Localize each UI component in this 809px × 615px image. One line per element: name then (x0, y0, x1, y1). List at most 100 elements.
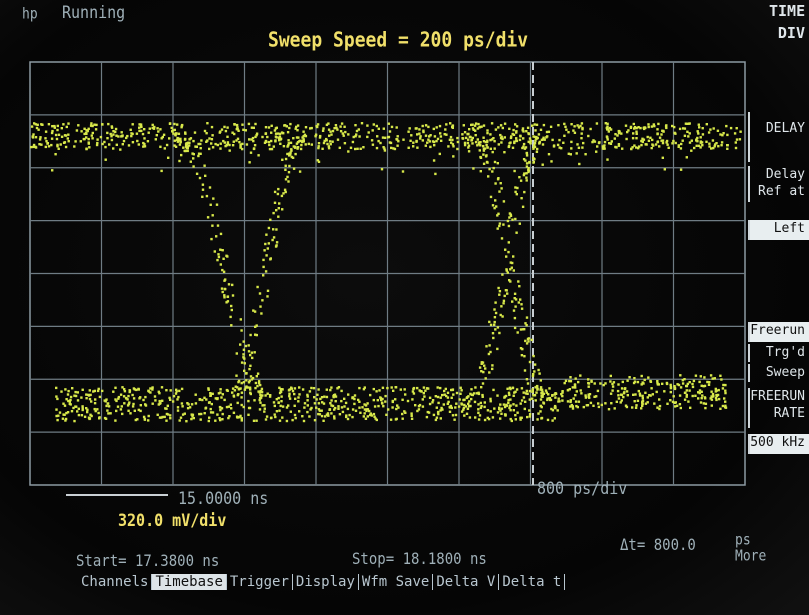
sample-dot (506, 292, 508, 294)
sample-dot (477, 412, 479, 414)
sample-dot (597, 390, 599, 392)
sample-dot (655, 143, 657, 145)
sample-dot (256, 286, 258, 288)
sample-dot (308, 143, 310, 145)
sample-dot (503, 403, 505, 405)
sample-dot (673, 395, 675, 397)
sample-dot (553, 144, 555, 146)
sample-dot (547, 419, 549, 421)
sample-dot (274, 416, 276, 418)
sample-dot (581, 146, 583, 148)
sample-dot (621, 148, 623, 150)
menu-item[interactable]: Delta V (433, 574, 499, 590)
sample-dot (511, 219, 513, 221)
sample-dot (187, 150, 189, 152)
sample-dot (190, 418, 192, 420)
sample-dot (140, 126, 142, 128)
softkey-time-div[interactable]: TIME DIV (769, 0, 809, 52)
sample-dot (686, 156, 688, 158)
sample-dot (268, 242, 270, 244)
sample-dot (480, 407, 482, 409)
sample-dot (648, 126, 650, 128)
sample-dot (494, 199, 496, 201)
sample-dot (653, 123, 655, 125)
sample-dot (247, 400, 249, 402)
sample-dot (310, 387, 312, 389)
sample-dot (610, 393, 612, 395)
sample-dot (689, 132, 691, 134)
sample-dot (222, 291, 224, 293)
sample-dot (644, 379, 646, 381)
menu-item[interactable]: Channels (78, 574, 152, 590)
sample-dot (88, 417, 90, 419)
softkey-rate-value[interactable]: 500 kHz (748, 434, 809, 454)
sample-dot (251, 378, 253, 380)
sample-dot (537, 412, 539, 414)
sample-dot (622, 396, 624, 398)
sample-dot (202, 189, 204, 191)
menu-item[interactable]: Display (293, 574, 359, 590)
softkey-delay-ref-value[interactable]: Left (748, 220, 809, 240)
sample-dot (286, 125, 288, 127)
sample-dot (480, 170, 482, 172)
sample-dot (209, 186, 211, 188)
sample-dot (173, 144, 175, 146)
sample-dot (140, 130, 142, 132)
sample-dot (391, 386, 393, 388)
sample-dot (642, 381, 644, 383)
sample-dot (418, 133, 420, 135)
menu-item[interactable]: Delta t (499, 574, 565, 590)
sample-dot (698, 381, 700, 383)
more-label[interactable]: More (735, 548, 766, 565)
sample-dot (537, 369, 539, 371)
sample-dot (261, 299, 263, 301)
sample-dot (216, 259, 218, 261)
sample-dot (233, 412, 235, 414)
menu-item[interactable]: Timebase (152, 574, 226, 590)
sample-dot (330, 412, 332, 414)
sample-dot (265, 270, 267, 272)
sample-dot (568, 153, 570, 155)
sample-dot (206, 139, 208, 141)
sample-dot (397, 406, 399, 408)
sample-dot (534, 140, 536, 142)
sample-dot (230, 324, 232, 326)
sample-dot (309, 127, 311, 129)
sample-dot (184, 133, 186, 135)
sample-dot (422, 125, 424, 127)
sample-dot (526, 342, 528, 344)
sample-dot (497, 287, 499, 289)
sample-dot (327, 415, 329, 417)
sample-dot (687, 383, 689, 385)
sample-dot (699, 146, 701, 148)
menu-item[interactable]: Trigger (227, 574, 293, 590)
sample-dot (144, 418, 146, 420)
sample-dot (264, 243, 266, 245)
sample-dot (455, 414, 457, 416)
sample-dot (680, 169, 682, 171)
softkey-sweep[interactable]: Sweep (748, 364, 809, 382)
softkey-freerun[interactable]: Freerun (748, 322, 809, 342)
sample-dot (253, 420, 255, 422)
sample-dot (712, 139, 714, 141)
sample-dot (429, 146, 431, 148)
sample-dot (452, 393, 454, 395)
sample-dot (672, 140, 674, 142)
sample-dot (720, 378, 722, 380)
sample-dot (483, 406, 485, 408)
softkey-delay-ref[interactable]: Delay Ref at (748, 166, 809, 202)
sample-dot (404, 412, 406, 414)
sample-dot (634, 393, 636, 395)
sample-dot (487, 409, 489, 411)
sample-dot (479, 366, 481, 368)
sample-dot (632, 132, 634, 134)
sample-dot (180, 126, 182, 128)
softkey-trgd[interactable]: Trg'd (748, 344, 809, 362)
sample-dot (641, 138, 643, 140)
sample-dot (364, 412, 366, 414)
sample-dot (618, 397, 620, 399)
sample-dot (616, 401, 618, 403)
menu-item[interactable]: Wfm Save (359, 574, 433, 590)
softkey-rate[interactable]: FREERUN RATE (748, 388, 809, 428)
softkey-delay[interactable]: DELAY (748, 112, 809, 162)
